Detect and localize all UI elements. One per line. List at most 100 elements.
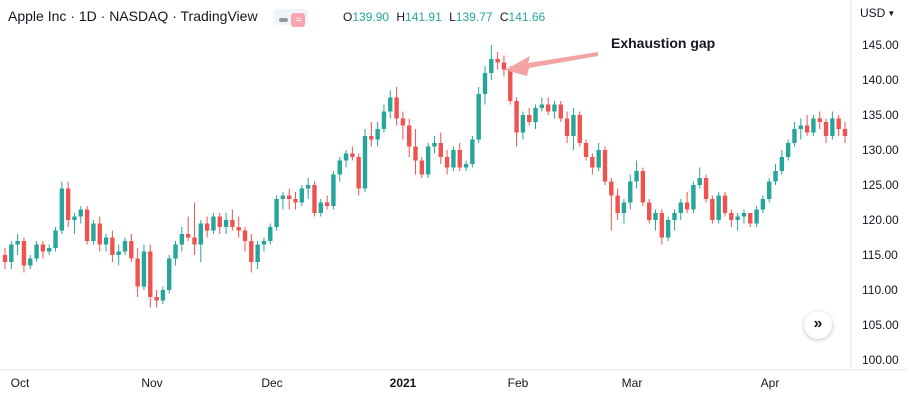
candle-series	[2, 45, 848, 308]
candle	[710, 195, 715, 224]
candle	[653, 209, 658, 231]
candle	[375, 122, 380, 147]
candle-body	[634, 171, 639, 182]
candle-body	[21, 241, 27, 266]
candle	[2, 248, 8, 269]
candle	[84, 206, 90, 245]
candle	[337, 157, 342, 182]
candle	[97, 216, 102, 252]
legend-separator: ·	[172, 8, 177, 24]
interval-label[interactable]: 1D	[78, 8, 97, 24]
candle	[804, 115, 810, 136]
candle	[185, 216, 191, 241]
candle	[659, 209, 665, 245]
candle-body	[305, 185, 311, 189]
candle-body	[470, 139, 475, 164]
candle	[470, 136, 475, 168]
candle-body	[198, 223, 203, 245]
candle-body	[432, 143, 437, 147]
scroll-to-realtime-button[interactable]: »	[804, 311, 832, 339]
candle	[451, 146, 456, 171]
candle-body	[65, 188, 71, 220]
candle-body	[564, 118, 570, 136]
candle-body	[722, 195, 728, 213]
candle	[495, 52, 500, 70]
double-chevron-right-icon[interactable]: »	[813, 315, 823, 332]
candle-body	[230, 220, 235, 227]
candle-body	[798, 125, 803, 129]
candle-body	[78, 209, 83, 217]
candle-body	[103, 237, 109, 245]
candle	[419, 157, 425, 178]
candle	[785, 139, 791, 161]
candle	[179, 227, 185, 252]
open-value: 139.90	[352, 10, 390, 24]
candle-body	[748, 213, 753, 224]
candle	[350, 146, 355, 161]
candle	[148, 244, 153, 308]
candle-body	[621, 202, 627, 213]
candle	[400, 111, 406, 140]
price-tick-label: 130.00	[862, 143, 899, 157]
candle	[78, 206, 83, 224]
candle	[539, 97, 545, 112]
price-axis: 100.00 105.00 110.00 115.00 120.00 125.00 130.…	[862, 38, 899, 367]
candle	[773, 164, 778, 185]
candle	[362, 129, 368, 192]
annotation-text: Exhaustion gap	[611, 35, 715, 51]
candle	[160, 286, 166, 304]
candle-body	[154, 297, 159, 301]
symbol-name[interactable]: Apple Inc	[8, 8, 67, 24]
candle	[817, 111, 822, 129]
candle	[571, 108, 576, 150]
candle	[691, 181, 696, 213]
candle-body	[343, 153, 349, 161]
candle	[577, 111, 582, 147]
minus-icon[interactable]	[279, 17, 289, 22]
candle-body	[792, 129, 797, 143]
candle	[59, 181, 65, 234]
wave-icon[interactable]: ≈	[291, 12, 306, 27]
ohlc-values: O139.90 H141.91 L139.77 C141.66	[343, 10, 545, 24]
candle-body	[425, 146, 431, 175]
candle-body	[362, 136, 368, 189]
candle-body	[489, 59, 494, 73]
candle-body	[514, 101, 519, 133]
time-tick-label: Oct	[11, 376, 30, 390]
price-tick-label: 110.00	[862, 283, 898, 297]
candle	[65, 181, 71, 227]
candle-body	[167, 258, 172, 290]
candle	[545, 97, 551, 115]
currency-label[interactable]: USD	[860, 6, 886, 20]
candle-body	[836, 118, 841, 129]
candle-body	[811, 118, 816, 133]
candle-body	[419, 160, 425, 175]
candle-body	[457, 150, 462, 168]
candle	[552, 101, 557, 119]
chevron-down-icon[interactable]: ▼	[887, 9, 896, 19]
candle	[527, 108, 532, 126]
candle-body	[249, 241, 254, 262]
legend-separator: ·	[70, 8, 75, 24]
time-tick-label: Feb	[508, 376, 529, 390]
candle	[476, 87, 481, 143]
candle-body	[356, 157, 361, 189]
candle	[703, 174, 709, 203]
candle-body	[394, 97, 399, 119]
candle	[640, 167, 646, 206]
candle	[274, 195, 279, 231]
candle	[767, 178, 772, 203]
candle	[141, 244, 147, 290]
legend-toggle-badge[interactable]: ≈	[273, 9, 309, 27]
candle	[792, 122, 797, 147]
candle	[135, 248, 140, 297]
candle-body	[204, 223, 210, 231]
candle-body	[804, 125, 810, 133]
candle-body	[34, 244, 39, 259]
candle-body	[697, 178, 702, 185]
candle	[268, 223, 273, 245]
candle-body	[703, 178, 709, 199]
currency-selector[interactable]: USD ▼	[860, 6, 895, 20]
candle	[609, 178, 614, 231]
candle	[34, 241, 39, 262]
